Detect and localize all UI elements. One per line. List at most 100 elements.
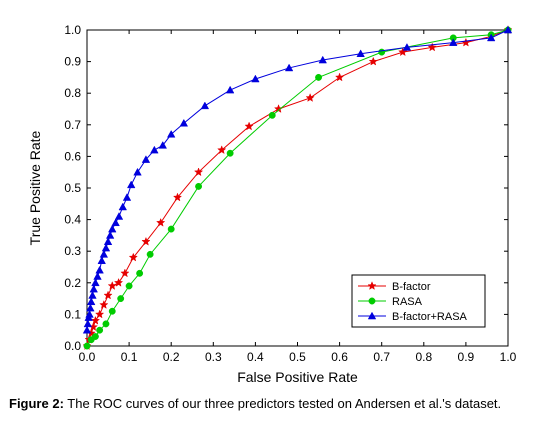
- data-point-b-factor-rasa: [122, 193, 132, 201]
- data-point-b-factor-rasa: [105, 231, 115, 239]
- y-tick-label: 0.3: [64, 244, 81, 258]
- roc-chart: 0.0 0.1 0.2 0.3 0.4 0.5 0.6 0.7 0.8 0.9 1.0 0.0 0.1 0…: [27, 23, 517, 385]
- data-point-b-factor-rasa: [133, 167, 142, 176]
- caption-text: The ROC curves of our three predictors t…: [63, 396, 502, 411]
- data-point-b-factor: [244, 121, 254, 131]
- y-tick-label: 0.8: [64, 86, 81, 100]
- data-point-b-factor: [368, 56, 378, 66]
- data-point-rasa: [117, 295, 125, 303]
- data-point-b-factor-rasa: [356, 49, 365, 57]
- data-point-b-factor-rasa: [91, 278, 100, 287]
- data-point-b-factor-rasa: [449, 38, 458, 46]
- data-point-b-factor-rasa: [251, 74, 260, 83]
- x-tick-label: 0.5: [289, 350, 306, 364]
- x-tick-label: 0.7: [373, 350, 390, 364]
- data-point-b-factor-rasa: [86, 303, 95, 312]
- legend-label-b-factor: B-factor: [392, 281, 431, 293]
- data-point-b-factor-rasa: [118, 202, 128, 211]
- x-tick-label: 0.3: [205, 350, 222, 364]
- data-point-b-factor: [305, 93, 315, 102]
- data-point-b-factor: [334, 72, 345, 82]
- data-point-rasa: [195, 182, 203, 190]
- data-point-b-factor: [172, 192, 183, 202]
- data-point-b-factor-rasa: [486, 33, 496, 42]
- data-point-rasa: [83, 342, 91, 350]
- data-point-b-factor: [113, 277, 124, 287]
- data-point-b-factor-rasa: [85, 310, 94, 318]
- y-tick-label: 0.6: [64, 149, 81, 163]
- data-point-b-factor: [156, 217, 166, 227]
- data-point-b-factor: [107, 281, 117, 290]
- y-tick-label: 0.5: [64, 181, 81, 195]
- data-point-b-factor-rasa: [101, 243, 111, 252]
- data-point-rasa: [125, 282, 133, 290]
- y-axis-label: True Positive Rate: [27, 130, 43, 245]
- data-point-b-factor: [217, 145, 227, 155]
- x-tick-label: 1.0: [500, 350, 517, 364]
- data-point-b-factor-rasa: [103, 237, 113, 246]
- data-point-b-factor-rasa: [86, 297, 96, 306]
- y-tick-label: 0.2: [64, 276, 81, 290]
- data-point-b-factor: [103, 290, 113, 300]
- data-point-b-factor-rasa: [111, 218, 120, 227]
- x-tick-label: 0.0: [79, 350, 96, 364]
- data-point-b-factor-rasa: [402, 43, 412, 51]
- y-tick-label: 0.1: [64, 307, 81, 321]
- data-point-b-factor-rasa: [82, 325, 92, 334]
- y-tick-label: 0.4: [64, 213, 81, 227]
- x-axis-label: False Positive Rate: [237, 369, 358, 385]
- x-tick-label: 0.9: [458, 350, 475, 364]
- x-tick-label: 0.6: [331, 350, 348, 364]
- data-point-b-factor: [141, 236, 151, 246]
- data-point-b-factor-rasa: [88, 291, 97, 299]
- data-point-b-factor-rasa: [126, 180, 136, 189]
- data-point-rasa: [315, 73, 322, 81]
- y-tick-label: 0.7: [64, 118, 81, 132]
- data-point-b-factor: [128, 252, 138, 262]
- data-point-b-factor: [120, 268, 130, 278]
- data-point-b-factor-rasa: [150, 145, 159, 154]
- data-point-rasa: [136, 269, 144, 277]
- y-tick-label: 1.0: [64, 23, 81, 37]
- data-point-b-factor-rasa: [95, 265, 104, 274]
- data-point-b-factor-rasa: [284, 63, 294, 72]
- data-point-b-factor: [99, 300, 109, 309]
- y-tick-label: 0.0: [64, 339, 81, 353]
- x-tick-label: 0.8: [415, 350, 432, 364]
- figure-caption: Figure 2: The ROC curves of our three pr…: [9, 395, 537, 412]
- data-point-rasa: [226, 149, 234, 157]
- data-point-b-factor: [94, 309, 105, 319]
- data-point-b-factor-rasa: [93, 272, 102, 280]
- data-point-rasa: [146, 250, 154, 258]
- data-point-b-factor: [193, 167, 204, 177]
- legend-label-b-factor-rasa: B-factor+RASA: [392, 311, 468, 323]
- x-tick-label: 0.4: [247, 350, 264, 364]
- data-point-b-factor-rasa: [179, 118, 189, 127]
- data-point-b-factor-rasa: [318, 55, 327, 64]
- data-point-b-factor-rasa: [158, 141, 168, 149]
- y-tick-label: 0.9: [64, 55, 81, 69]
- data-point-rasa: [378, 48, 386, 56]
- data-point-b-factor-rasa: [166, 129, 176, 138]
- data-point-rasa: [167, 225, 175, 233]
- data-point-b-factor-rasa: [97, 256, 106, 264]
- data-point-b-factor-rasa: [99, 250, 109, 258]
- x-tick-label: 0.2: [163, 350, 180, 364]
- data-point-rasa: [108, 307, 116, 315]
- data-point-b-factor: [398, 47, 408, 57]
- legend-marker-b-factor-rasa: [367, 311, 377, 320]
- data-point-b-factor-rasa: [89, 284, 98, 293]
- data-point-b-factor-rasa: [114, 212, 124, 220]
- legend-marker-rasa: [368, 297, 376, 305]
- data-point-b-factor: [427, 42, 437, 52]
- data-point-b-factor-rasa: [225, 85, 235, 94]
- caption-label: Figure 2:: [9, 396, 64, 411]
- data-point-b-factor-rasa: [503, 25, 513, 34]
- data-point-b-factor-rasa: [83, 319, 93, 328]
- x-tick-label: 0.1: [121, 350, 138, 364]
- roc-chart-svg: 0.0 0.1 0.2 0.3 0.4 0.5 0.6 0.7 0.8 0.9 1.0 0.0 0.1 0…: [27, 23, 517, 385]
- data-point-b-factor-rasa: [141, 155, 151, 163]
- data-point-rasa: [102, 320, 110, 328]
- data-point-b-factor-rasa: [108, 224, 117, 233]
- data-point-b-factor-rasa: [200, 101, 210, 110]
